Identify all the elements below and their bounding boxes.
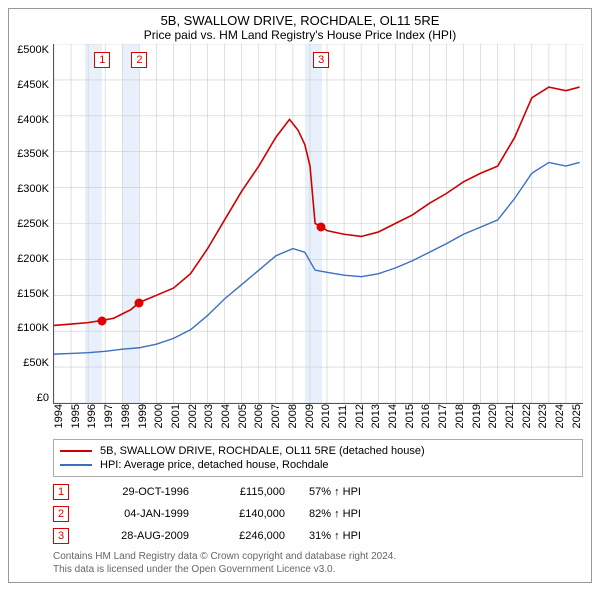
x-tick-label: 2007 — [270, 404, 282, 431]
y-axis: £500K £450K £400K £350K £300K £250K £200K £150K… — [9, 44, 53, 404]
transaction-table: 1 29-OCT-1996 £115,000 57% ↑ HPI 2 04-JAN-199… — [53, 481, 583, 547]
x-tick-label: 2015 — [404, 404, 416, 431]
x-tick-label: 2001 — [170, 404, 182, 431]
transaction-badge: 3 — [53, 528, 69, 544]
x-tick-label: 2018 — [454, 404, 466, 431]
y-tick-label: £500K — [17, 44, 49, 56]
x-tick-label: 1996 — [86, 404, 98, 431]
transaction-badge: 2 — [53, 506, 69, 522]
y-tick-label: £100K — [17, 322, 49, 334]
series-hpi — [54, 162, 580, 354]
x-tick-label: 1995 — [70, 404, 82, 431]
chart-title: 5B, SWALLOW DRIVE, ROCHDALE, OL11 5RE — [9, 13, 591, 28]
sale-marker-dot — [135, 299, 144, 308]
transaction-pct: 82% ↑ HPI — [309, 508, 583, 520]
y-tick-label: £400K — [17, 114, 49, 126]
transaction-row: 1 29-OCT-1996 £115,000 57% ↑ HPI — [53, 481, 583, 503]
transaction-price: £246,000 — [213, 530, 285, 542]
y-tick-label: £250K — [17, 218, 49, 230]
transaction-date: 29-OCT-1996 — [93, 486, 189, 498]
sale-marker-label: 2 — [131, 52, 147, 68]
sale-marker-dot — [98, 317, 107, 326]
legend-swatch — [60, 464, 92, 466]
footnote: Contains HM Land Registry data © Crown c… — [53, 551, 583, 576]
title-block: 5B, SWALLOW DRIVE, ROCHDALE, OL11 5RE Pr… — [9, 9, 591, 44]
series-property — [54, 87, 580, 325]
footnote-line: This data is licensed under the Open Gov… — [53, 564, 583, 577]
x-tick-label: 2024 — [554, 404, 566, 431]
y-tick-label: £50K — [23, 357, 49, 369]
y-tick-label: £450K — [17, 79, 49, 91]
y-tick-label: £300K — [17, 183, 49, 195]
x-tick-label: 2008 — [287, 404, 299, 431]
transaction-pct: 31% ↑ HPI — [309, 530, 583, 542]
x-tick-label: 2003 — [203, 404, 215, 431]
x-tick-label: 2002 — [187, 404, 199, 431]
x-tick-label: 2022 — [521, 404, 533, 431]
sale-marker-label: 3 — [313, 52, 329, 68]
legend-label: 5B, SWALLOW DRIVE, ROCHDALE, OL11 5RE (d… — [100, 445, 425, 457]
transaction-row: 3 28-AUG-2009 £246,000 31% ↑ HPI — [53, 525, 583, 547]
transaction-date: 04-JAN-1999 — [93, 508, 189, 520]
x-tick-label: 2013 — [370, 404, 382, 431]
x-tick-label: 1998 — [120, 404, 132, 431]
legend-item: HPI: Average price, detached house, Roch… — [60, 458, 576, 472]
x-tick-label: 2019 — [471, 404, 483, 431]
transaction-badge: 1 — [53, 484, 69, 500]
x-axis: 1994 1995 1996 1997 1998 1999 2000 2001 2002 2003… — [53, 404, 583, 431]
transaction-price: £115,000 — [213, 486, 285, 498]
chart-container: 5B, SWALLOW DRIVE, ROCHDALE, OL11 5RE Pr… — [8, 8, 592, 583]
transaction-row: 2 04-JAN-1999 £140,000 82% ↑ HPI — [53, 503, 583, 525]
sale-marker-label: 1 — [94, 52, 110, 68]
legend-item: 5B, SWALLOW DRIVE, ROCHDALE, OL11 5RE (d… — [60, 444, 576, 458]
x-tick-label: 2011 — [337, 404, 349, 431]
x-tick-label: 2025 — [571, 404, 583, 431]
plot-wrap: £500K £450K £400K £350K £300K £250K £200K £150K… — [9, 44, 591, 404]
legend: 5B, SWALLOW DRIVE, ROCHDALE, OL11 5RE (d… — [53, 439, 583, 477]
transaction-pct: 57% ↑ HPI — [309, 486, 583, 498]
x-tick-label: 2014 — [387, 404, 399, 431]
legend-swatch — [60, 450, 92, 452]
x-tick-label: 2010 — [320, 404, 332, 431]
x-tick-label: 1999 — [137, 404, 149, 431]
x-tick-label: 2021 — [504, 404, 516, 431]
x-tick-label: 1994 — [53, 404, 65, 431]
x-tick-label: 2023 — [537, 404, 549, 431]
x-tick-label: 2004 — [220, 404, 232, 431]
y-tick-label: £200K — [17, 253, 49, 265]
sale-marker-dot — [317, 222, 326, 231]
transaction-price: £140,000 — [213, 508, 285, 520]
y-tick-label: £350K — [17, 148, 49, 160]
x-tick-label: 2016 — [420, 404, 432, 431]
y-tick-label: £150K — [17, 288, 49, 300]
plot-area: 1 2 3 — [53, 44, 583, 404]
footnote-line: Contains HM Land Registry data © Crown c… — [53, 551, 583, 564]
transaction-date: 28-AUG-2009 — [93, 530, 189, 542]
y-tick-label: £0 — [37, 392, 49, 404]
x-tick-label: 2006 — [253, 404, 265, 431]
x-tick-label: 2009 — [304, 404, 316, 431]
legend-label: HPI: Average price, detached house, Roch… — [100, 459, 329, 471]
x-tick-label: 2020 — [487, 404, 499, 431]
chart-subtitle: Price paid vs. HM Land Registry's House … — [9, 28, 591, 42]
x-tick-label: 2017 — [437, 404, 449, 431]
x-tick-label: 1997 — [103, 404, 115, 431]
x-tick-label: 2000 — [153, 404, 165, 431]
x-tick-label: 2012 — [354, 404, 366, 431]
x-tick-label: 2005 — [237, 404, 249, 431]
